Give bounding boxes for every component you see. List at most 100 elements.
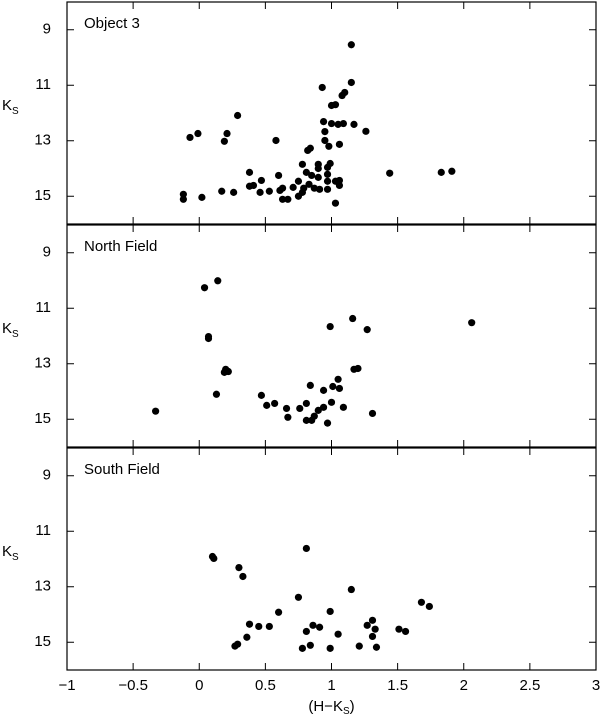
point [339,403,348,411]
point [329,382,337,391]
y-axis-label: KS [2,543,19,563]
point [179,195,187,203]
point [318,83,326,92]
point [256,188,264,196]
point [289,183,297,191]
point [152,407,160,415]
point [234,111,242,120]
point [395,625,403,633]
point [314,164,322,173]
point [308,171,316,180]
point [239,572,247,581]
y-axis-label: KS [2,97,19,117]
point [284,195,292,203]
point [326,607,334,616]
point [302,168,310,176]
point [200,284,209,292]
point [334,375,342,383]
point [368,409,377,418]
point [334,630,342,638]
point [319,403,328,411]
y-axis-label-part: S [12,106,19,117]
point [327,101,336,110]
point [265,187,273,195]
point [235,564,243,572]
point [321,136,329,145]
point [220,137,228,145]
point [218,187,226,195]
point [231,642,239,650]
y-tick-label: 15 [34,410,51,427]
point [275,171,283,180]
point [275,608,283,616]
point [401,627,410,636]
point [306,641,314,649]
x-tick-label: 0.5 [255,677,276,694]
point [315,185,324,193]
point [362,127,370,135]
point [331,199,340,207]
point [323,419,332,427]
y-tick-label: 11 [35,299,51,316]
x-tick-label: 0 [195,677,203,694]
point [314,173,322,181]
point [308,416,316,424]
point [230,188,238,196]
point [347,41,355,49]
point [212,390,221,398]
point [315,623,324,631]
point [325,142,333,150]
point [304,146,312,155]
point [265,622,273,631]
y-tick-label: 9 [43,467,51,484]
point [294,177,303,185]
point [368,632,377,641]
y-tick-label: 13 [34,355,51,372]
point [305,180,313,188]
point [323,163,332,171]
point [372,643,381,651]
point [255,622,263,631]
point [319,118,328,126]
point [335,384,344,393]
point [327,398,336,406]
y-axis-label: KS [2,320,19,340]
point [314,406,322,414]
y-axis-label-part: K [2,97,12,114]
panel-title: North Field [84,238,157,255]
point [354,364,362,373]
point [347,585,355,594]
point [224,367,232,376]
y-tick-label: 11 [35,76,51,93]
point [323,177,332,185]
y-tick-label: 15 [34,187,51,204]
point [321,127,329,136]
y-tick-label: 9 [43,21,51,38]
point [302,399,310,408]
point [339,119,348,128]
y-tick-label: 15 [34,633,51,650]
x-tick-label: −0.5 [118,677,148,694]
point [296,404,304,413]
point [323,170,332,178]
point [309,621,317,629]
point [179,190,187,198]
panel-title: South Field [84,461,160,478]
plot-frame [66,224,597,448]
point [327,119,336,128]
point [347,78,355,87]
x-tick-label: −1 [58,677,75,694]
point [306,381,314,389]
point [282,404,291,413]
point [334,120,342,128]
point [302,627,310,636]
plot-frame [66,1,597,225]
point [425,602,433,611]
y-tick-label: 13 [34,578,51,595]
x-tick-label: 1.5 [387,677,408,694]
point [243,633,251,641]
point [245,168,254,176]
x-axis-label-part: ) [350,698,355,715]
point [294,192,303,200]
point [214,277,222,285]
